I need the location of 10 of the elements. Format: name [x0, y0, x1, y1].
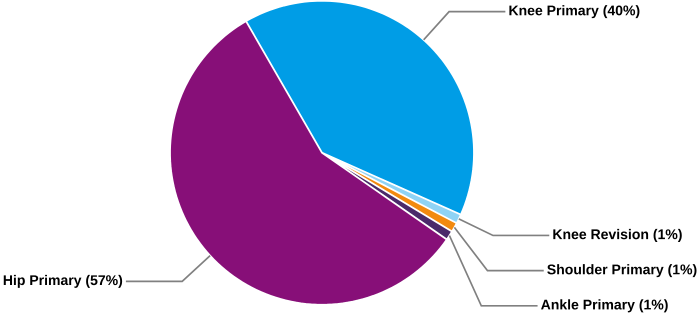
slice-label: Ankle Primary [541, 299, 635, 312]
data-label: (1%) [654, 228, 682, 242]
slice-label: Knee Revision [553, 228, 648, 240]
data-label: (40%) [603, 5, 640, 18]
slice-label: Knee Primary [509, 5, 599, 18]
slice-label: Shoulder Primary [547, 264, 664, 278]
slice-label: Hip Primary [4, 274, 82, 288]
data-label: (1%) [668, 264, 696, 278]
data-label: (1%) [640, 299, 668, 312]
data-label: (57%) [86, 274, 122, 288]
